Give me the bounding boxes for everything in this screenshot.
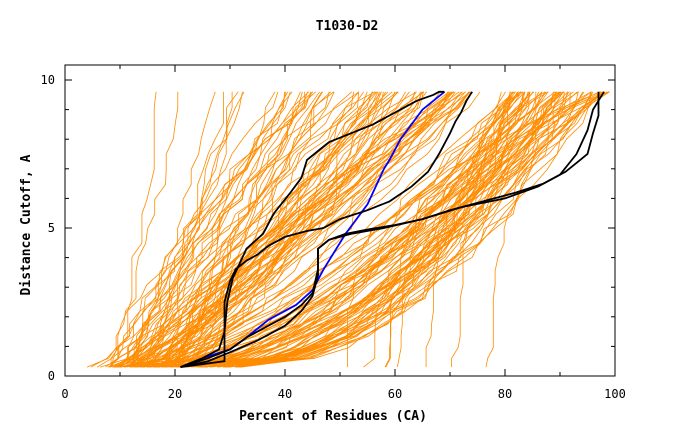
- background-model-line: [166, 91, 331, 368]
- background-model-line: [397, 91, 602, 368]
- background-model-line: [140, 91, 382, 368]
- y-tick-label: 0: [48, 369, 55, 383]
- background-model-line: [188, 91, 374, 368]
- background-model-line: [146, 91, 287, 368]
- series-line-black: [180, 91, 605, 368]
- background-model-line: [117, 91, 245, 368]
- background-model-line: [172, 91, 398, 368]
- background-model-line: [204, 91, 603, 368]
- background-model-line: [176, 91, 454, 368]
- background-model-line: [239, 91, 584, 368]
- background-model-line: [384, 91, 610, 368]
- y-tick-label: 10: [41, 73, 55, 87]
- background-model-line: [183, 91, 526, 368]
- background-model-line: [163, 91, 320, 368]
- series-line-black: [180, 90, 445, 368]
- background-model-line: [143, 91, 423, 368]
- background-model-line: [169, 91, 460, 368]
- background-model-line: [225, 91, 603, 368]
- background-model-line: [146, 91, 471, 368]
- background-model-line: [191, 91, 531, 368]
- background-model-line: [169, 91, 518, 368]
- x-tick-label: 0: [61, 387, 68, 401]
- background-model-line: [124, 91, 462, 368]
- background-model-line: [209, 91, 521, 368]
- background-model-line: [124, 91, 515, 368]
- chart-title: T1030-D2: [316, 19, 379, 34]
- background-model-line: [177, 91, 313, 368]
- background-model-line: [224, 91, 564, 368]
- background-model-line: [111, 91, 157, 368]
- background-model-line: [184, 91, 514, 368]
- background-model-line: [119, 91, 399, 368]
- x-tick-label: 100: [604, 387, 626, 401]
- background-model-line: [143, 91, 285, 368]
- y-axis-label: Distance Cutoff, A: [19, 154, 34, 295]
- x-tick-label: 60: [388, 387, 402, 401]
- background-model-line: [109, 91, 379, 368]
- series-line-black: [180, 91, 473, 368]
- background-model-line: [451, 91, 603, 368]
- background-model-line: [158, 91, 543, 368]
- background-model-line: [108, 91, 399, 368]
- background-model-line: [164, 91, 558, 368]
- background-model-line: [157, 91, 425, 368]
- x-axis-label: Percent of Residues (CA): [239, 409, 427, 424]
- background-model-line: [153, 91, 554, 368]
- background-model-line: [145, 91, 293, 368]
- background-model-line: [158, 91, 574, 368]
- highlighted-series: [180, 90, 605, 368]
- background-model-line: [183, 91, 557, 368]
- background-model-line: [119, 91, 521, 368]
- background-model-line: [136, 91, 441, 368]
- background-model-line: [134, 91, 549, 368]
- background-model-line: [120, 91, 524, 368]
- background-model-line: [176, 91, 470, 368]
- background-model-line: [146, 91, 512, 368]
- background-model-line: [240, 91, 592, 368]
- background-model-line: [142, 91, 514, 368]
- background-model-line: [99, 91, 233, 368]
- background-model-line: [175, 91, 424, 368]
- background-model-line: [131, 91, 455, 368]
- background-model-line: [107, 91, 360, 368]
- x-tick-label: 40: [278, 387, 292, 401]
- background-model-line: [237, 91, 539, 368]
- background-model-line: [125, 91, 335, 368]
- background-model-line: [132, 91, 417, 368]
- x-tick-label: 80: [498, 387, 512, 401]
- background-model-line: [175, 91, 452, 368]
- background-model-line: [154, 91, 531, 368]
- background-model-line: [110, 91, 310, 368]
- axis-ticks: 0 20 40 60 80 100 0 5 10: [41, 65, 626, 401]
- x-tick-label: 20: [168, 387, 182, 401]
- background-model-line: [109, 91, 224, 368]
- y-tick-label: 5: [48, 221, 55, 235]
- background-model-line: [133, 91, 376, 368]
- background-model-line: [182, 91, 330, 368]
- background-model-line: [235, 91, 513, 368]
- background-model-line: [151, 91, 471, 368]
- background-series: [86, 91, 610, 368]
- background-model-line: [161, 91, 289, 368]
- background-model-line: [201, 91, 530, 368]
- series-line-black: [180, 91, 600, 368]
- background-model-line: [132, 91, 279, 368]
